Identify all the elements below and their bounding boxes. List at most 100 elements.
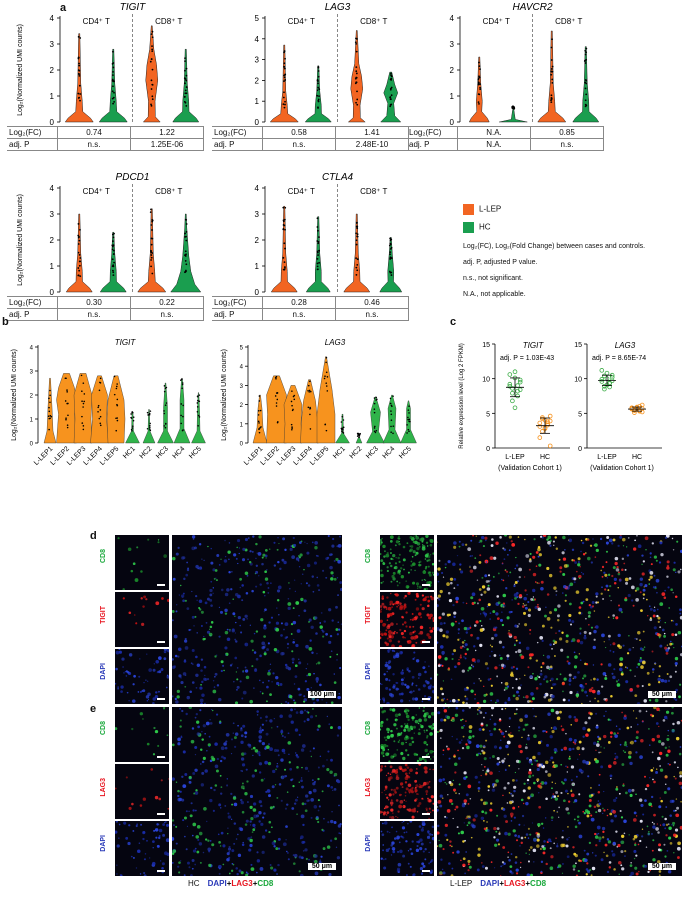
data-point xyxy=(77,234,80,237)
data-point xyxy=(356,227,359,230)
violin-hc xyxy=(170,213,202,293)
data-point xyxy=(478,76,481,79)
data-point xyxy=(291,426,293,428)
data-point xyxy=(163,425,165,427)
channel-image xyxy=(115,592,169,647)
data-point xyxy=(358,434,361,437)
scale-bar-small xyxy=(422,813,430,815)
group-label: CD8⁺ T xyxy=(155,187,182,196)
channel-label: DAPI xyxy=(100,663,107,680)
violin-sample xyxy=(283,385,303,444)
scatter-point xyxy=(517,387,523,393)
data-point xyxy=(180,379,182,381)
data-point xyxy=(77,73,80,75)
data-point xyxy=(308,389,311,392)
data-point xyxy=(65,417,67,419)
data-point xyxy=(111,245,114,248)
data-point xyxy=(165,386,168,389)
y-tick-label: 4 xyxy=(255,35,260,44)
data-point xyxy=(148,412,151,415)
data-point xyxy=(390,79,393,81)
merged-image: 50 μm xyxy=(172,707,342,876)
data-point xyxy=(151,272,154,275)
data-point xyxy=(355,81,358,84)
y-tick-label: 4 xyxy=(450,14,455,23)
data-point xyxy=(341,427,344,430)
group-label: CD8⁺ T xyxy=(360,187,387,196)
merge-cd8: CD8 xyxy=(257,879,274,888)
y-tick-label: 4 xyxy=(255,184,260,193)
y-tick-label: 2 xyxy=(50,66,55,75)
scatter-point xyxy=(599,379,605,384)
row-label: adj. P xyxy=(212,138,263,151)
data-point xyxy=(282,228,285,231)
data-point xyxy=(284,73,287,76)
data-point xyxy=(341,428,343,431)
scale-bar-small xyxy=(157,756,165,758)
data-point xyxy=(131,411,134,414)
data-point xyxy=(355,101,357,104)
data-point xyxy=(258,428,260,430)
tissue-signal xyxy=(437,535,682,704)
data-point xyxy=(111,90,114,93)
data-point xyxy=(150,79,153,82)
channel-label: LAG3 xyxy=(100,778,107,797)
data-point xyxy=(407,416,409,419)
y-tick-label: 1 xyxy=(50,262,55,271)
tissue-signal xyxy=(380,707,434,762)
data-point xyxy=(389,251,392,254)
data-point xyxy=(184,92,187,95)
group-label: CD4⁺ T xyxy=(83,17,110,26)
scatter-point xyxy=(510,398,515,404)
data-point xyxy=(585,104,588,107)
data-point xyxy=(355,70,358,73)
data-point xyxy=(355,222,358,224)
data-point xyxy=(66,391,68,393)
data-point xyxy=(184,89,187,92)
merge-plus2: + xyxy=(252,879,258,888)
data-point xyxy=(325,361,327,364)
y-axis-label: Log₂(Normalized UMI counts) xyxy=(17,194,24,286)
y-tick-label: 0 xyxy=(578,446,582,453)
sample-label: HC1 xyxy=(122,445,137,460)
data-point xyxy=(309,390,312,393)
scale-bar-small xyxy=(157,584,165,586)
data-point xyxy=(150,33,153,36)
data-point xyxy=(275,402,278,404)
data-point xyxy=(478,102,480,105)
data-point xyxy=(163,410,165,412)
data-point xyxy=(47,415,50,418)
y-tick-label: 2 xyxy=(255,236,260,245)
scatter-point xyxy=(537,424,543,429)
sample-label: HC1 xyxy=(332,445,347,460)
violin-plot-tigit: TIGIT 0 1 2 3 4 CD4⁺ T CD8⁺ T Log₂(Normalized UM… xyxy=(17,2,200,125)
data-point xyxy=(316,89,319,92)
data-point xyxy=(478,93,481,96)
data-point xyxy=(130,413,132,415)
channel-image xyxy=(115,821,169,876)
data-point xyxy=(317,75,320,78)
data-point xyxy=(180,414,182,417)
data-point xyxy=(342,426,345,429)
scale-bar-small xyxy=(157,698,165,700)
data-point xyxy=(390,74,392,76)
data-point xyxy=(355,257,357,260)
data-point xyxy=(151,95,154,98)
data-point xyxy=(78,96,81,99)
y-tick-label: 0 xyxy=(50,118,55,125)
violin-hc xyxy=(499,108,528,123)
data-point xyxy=(316,268,319,271)
data-point xyxy=(196,410,199,413)
data-point xyxy=(282,268,285,271)
data-point xyxy=(318,95,320,98)
data-point xyxy=(392,395,394,397)
data-point xyxy=(97,404,100,407)
data-point xyxy=(390,77,393,80)
data-point xyxy=(150,208,152,211)
category-label: L-LEP xyxy=(597,454,617,461)
y-tick-label: 0 xyxy=(450,118,455,125)
data-point xyxy=(275,375,278,378)
data-point xyxy=(165,402,168,404)
data-point xyxy=(259,409,262,412)
tissue-signal xyxy=(380,649,434,704)
